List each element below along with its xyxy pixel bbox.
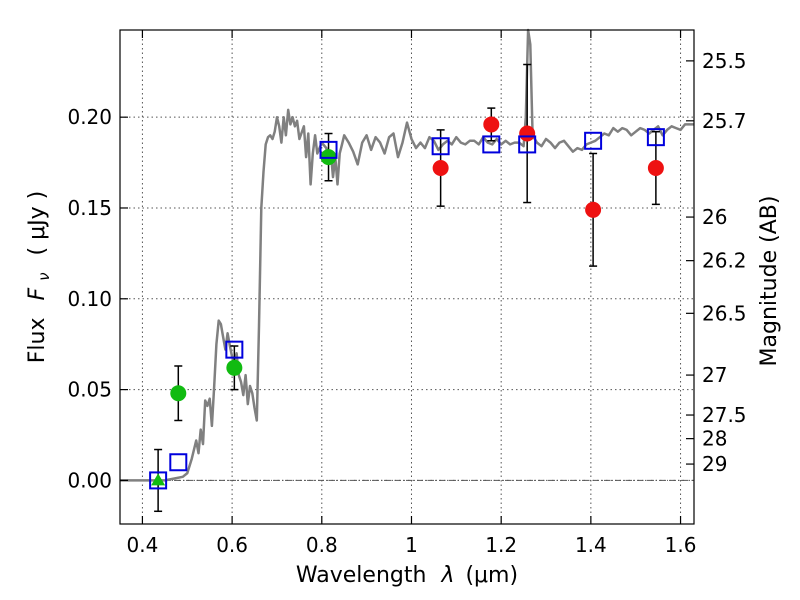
model-square	[646, 128, 665, 147]
model-square	[319, 140, 338, 159]
data-point	[585, 201, 602, 218]
data-point	[432, 160, 449, 177]
y2-tick-label: 25.7	[702, 109, 747, 133]
y-label-unit: ( μJy )	[25, 191, 50, 256]
y2-tick-label: 26.2	[702, 249, 747, 273]
x-tick-label: 1.2	[485, 533, 517, 557]
y2-tick-label: 25.5	[702, 49, 747, 73]
data-point	[226, 359, 243, 376]
x-tick-label: 1	[405, 533, 418, 557]
model-square	[482, 135, 501, 154]
x-label-symbol: λ	[440, 563, 454, 588]
data-point	[170, 385, 187, 402]
y-tick-label: 0.10	[67, 287, 112, 311]
model-square	[225, 340, 244, 359]
model-square	[518, 135, 537, 154]
data-marks	[149, 63, 665, 513]
y2-tick-label: 27	[702, 363, 727, 387]
data-point	[647, 160, 664, 177]
x-tick-label: 0.8	[306, 533, 338, 557]
y-tick-label: 0.00	[67, 468, 112, 492]
y2-axis-label: Magnitude (AB)	[757, 196, 782, 367]
data-point	[519, 125, 536, 142]
model-square	[169, 453, 188, 472]
axes: 0.4 0.6 0.8 1 1.2 1.4 1.6 0.00 0.05 0.10 0.15 0.20 2…	[67, 30, 747, 557]
grid	[120, 30, 694, 524]
y2-tick-label: 27.5	[702, 403, 747, 427]
y2-tick-label: 28	[702, 427, 727, 451]
x-label-unit: (μm)	[465, 563, 518, 588]
y-tick-label: 0.05	[67, 378, 112, 402]
y-tick-label: 0.20	[67, 105, 112, 129]
plot-frame	[119, 29, 695, 525]
model-square	[149, 471, 168, 490]
y-label-text: Flux	[25, 317, 50, 363]
y-tick-label: 0.15	[67, 196, 112, 220]
x-tick-label: 1.6	[665, 533, 697, 557]
x-tick-label: 0.6	[216, 533, 248, 557]
model-square	[584, 131, 603, 150]
y-label-symbol: F	[25, 287, 50, 300]
x-axis-label: Wavelength λ (μm)	[296, 563, 518, 588]
x-tick-label: 1.4	[575, 533, 607, 557]
x-label-text: Wavelength	[296, 563, 427, 588]
model-square	[431, 137, 450, 156]
model-spectrum-line	[120, 28, 694, 482]
y2-tick-label: 26.5	[702, 301, 747, 325]
y2-tick-label: 29	[702, 452, 727, 476]
data-point	[483, 116, 500, 133]
y-axis-label: Flux F ν ( μJy )	[25, 191, 55, 363]
triangle-marker	[151, 473, 166, 486]
y2-tick-label: 26	[702, 205, 727, 229]
y-label-subscript: ν	[35, 272, 53, 280]
x-tick-label: 0.4	[127, 533, 159, 557]
